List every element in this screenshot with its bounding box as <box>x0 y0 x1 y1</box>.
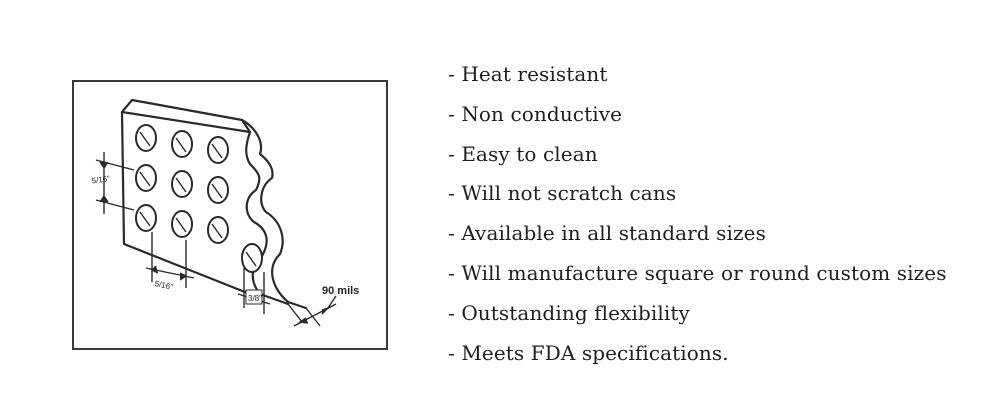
hole <box>135 124 157 152</box>
horizontal-spacing-label: 5/16" <box>154 279 174 292</box>
hole <box>207 136 229 164</box>
hole <box>171 210 193 238</box>
perforated-sheet-diagram: 5/16" 5/16" 3/8" 90 mils <box>91 98 359 327</box>
hole <box>135 164 157 192</box>
vertical-spacing-label: 5/16" <box>91 174 111 185</box>
diameter-label: 3/8" <box>248 294 262 303</box>
feature-standard-sizes: - Available in all standard sizes <box>448 221 766 246</box>
feature-list: - Heat resistant - Non conductive - Easy… <box>448 56 947 374</box>
hole-grid <box>135 124 263 273</box>
horizontal-dimension <box>145 232 195 288</box>
feature-heat-resistant: - Heat resistant <box>448 62 608 86</box>
vertical-dimension <box>95 152 135 214</box>
hole <box>241 243 263 273</box>
product-drawing: 5/16" 5/16" 3/8" 90 mils <box>72 80 388 350</box>
diameter-dimension <box>237 268 271 314</box>
hole <box>207 176 229 204</box>
feature-flexibility: - Outstanding flexibility <box>448 300 690 325</box>
hole <box>171 170 193 198</box>
hole <box>135 204 157 232</box>
feature-non-conductive: - Non conductive <box>448 101 623 126</box>
thickness-dimension <box>287 295 337 327</box>
hole <box>171 130 193 158</box>
hole <box>207 216 229 244</box>
hole-shading <box>139 131 257 267</box>
feature-will-not-scratch: - Will not scratch cans <box>448 181 677 206</box>
thickness-label: 90 mils <box>322 285 359 297</box>
feature-custom-sizes: - Will manufacture square or round custo… <box>448 260 947 285</box>
feature-easy-to-clean: - Easy to clean <box>448 141 598 166</box>
feature-fda-specs: - Meets FDA specifications. <box>448 340 729 365</box>
